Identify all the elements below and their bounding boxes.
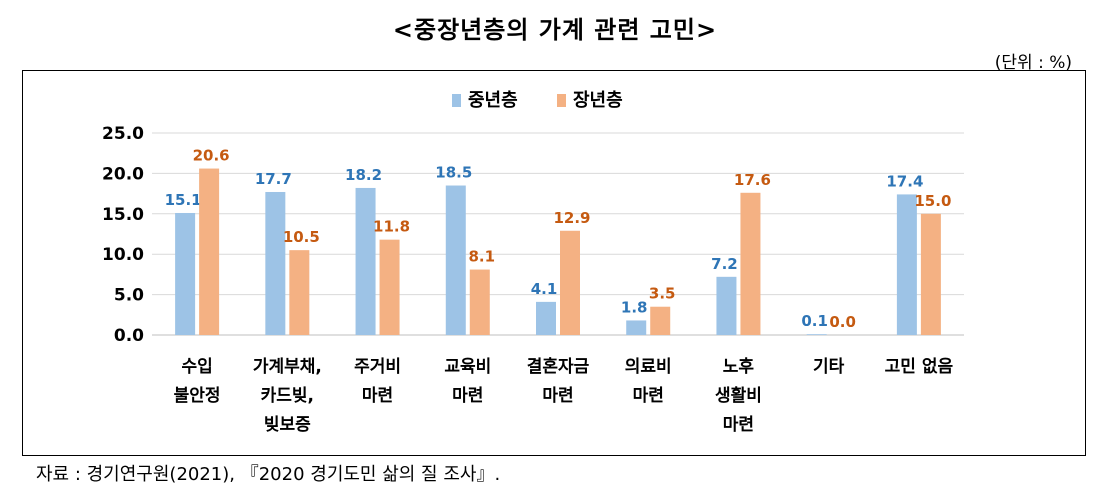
legend-label-series-1: 중년층 [468,90,518,111]
source-note: 자료 : 경기연구원(2021), 『2020 경기도민 삶의 질 조사』. [36,464,501,485]
data-label-series-2: 20.6 [193,147,230,165]
chart-frame [22,70,1086,456]
bar-series-1 [536,301,556,335]
x-category-label: 빚보증 [264,415,311,435]
x-category-label: 마련 [452,386,483,406]
bar-series-1 [626,320,647,335]
bar-series-1 [265,191,286,335]
data-label-series-2: 10.5 [283,228,320,246]
data-label-series-1: 7.2 [711,255,738,273]
bar-series-1 [896,194,917,335]
data-label-series-2: 0.0 [829,313,856,331]
data-label-series-1: 1.8 [621,298,648,316]
data-label-series-2: 17.6 [734,171,771,189]
x-category-label: 고민 없음 [885,357,954,377]
y-tick-label: 5.0 [114,286,144,306]
unit-label: (단위 : %) [994,53,1072,73]
bar-series-1 [716,276,737,335]
x-category-label: 노후 [723,356,755,377]
data-label-series-1: 15.1 [165,191,202,209]
y-tick-label: 15.0 [102,205,144,225]
bar-series-1 [355,187,376,335]
y-tick-label: 20.0 [102,164,144,184]
x-category-label: 가계부채, [253,357,322,377]
x-category-label: 결혼자금 [527,356,590,377]
y-tick-label: 0.0 [114,326,144,346]
bar-series-1 [806,334,827,335]
bar-series-1 [445,185,466,335]
bar-series-2 [560,230,580,335]
page-title: <중장년층의 가계 관련 고민> [392,16,718,44]
bar-series-1 [175,212,196,335]
bar-series-2 [650,306,671,335]
x-category-label: 기타 [813,357,845,377]
x-category-label: 주거비 [354,357,401,377]
x-category-label: 마련 [362,386,393,406]
x-category-label: 불안정 [174,386,221,406]
x-category-label: 카드빚, [261,386,314,406]
y-tick-label: 10.0 [102,245,144,265]
x-category-label: 생활비 [715,385,762,406]
bar-series-2 [740,192,761,335]
data-label-series-2: 12.9 [553,209,590,227]
data-label-series-1: 18.5 [435,164,472,182]
data-label-series-1: 0.1 [801,312,828,330]
data-label-series-2: 8.1 [468,248,495,266]
data-label-series-2: 3.5 [649,285,676,303]
x-category-label: 마련 [633,386,664,406]
legend-swatch-series-2 [557,94,566,107]
bar-series-2 [469,269,490,335]
bar-series-2 [920,213,941,335]
data-label-series-2: 15.0 [914,192,951,210]
data-label-series-1: 17.4 [886,172,923,190]
bar-series-2 [289,250,310,335]
data-label-series-1: 4.1 [531,280,558,298]
bar-series-2 [379,239,400,335]
y-tick-label: 25.0 [102,124,144,144]
data-label-series-1: 17.7 [255,170,292,188]
x-category-label: 마련 [542,386,573,406]
bar-series-2 [199,168,220,335]
data-label-series-1: 18.2 [345,166,382,184]
legend-swatch-series-1 [452,94,461,107]
x-category-label: 수입 [181,357,212,377]
x-category-label: 의료비 [625,357,672,377]
data-label-series-2: 11.8 [373,218,410,236]
x-category-label: 마련 [723,415,754,435]
x-category-label: 교육비 [444,357,491,377]
legend-label-series-2: 장년층 [573,90,623,111]
